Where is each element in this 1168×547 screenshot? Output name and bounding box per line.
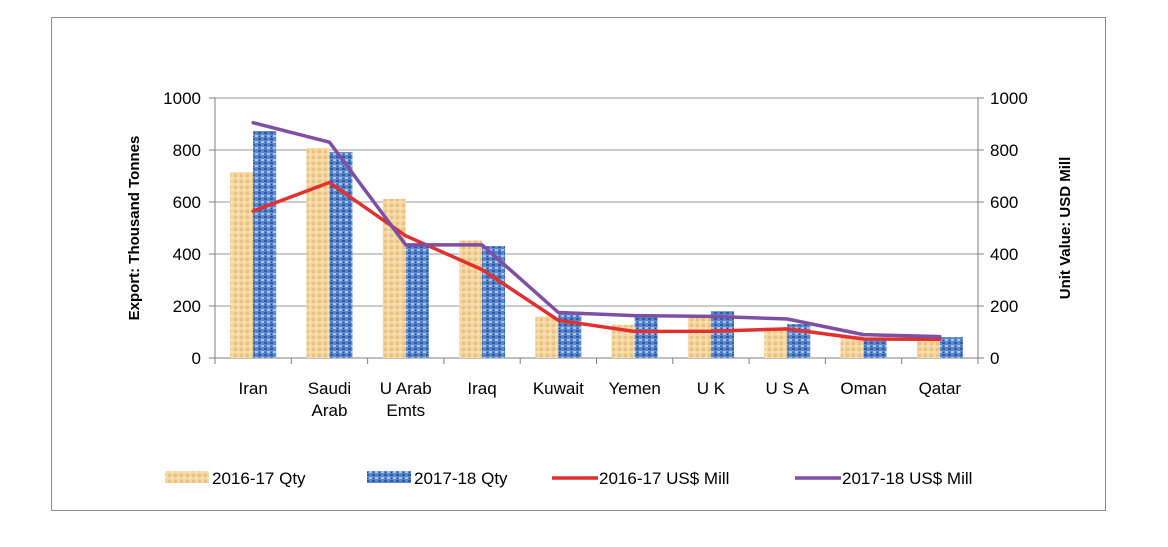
bar-2017-18-qty xyxy=(405,243,429,358)
x-tick-label: U S A xyxy=(766,379,810,398)
y2-tick-label: 600 xyxy=(990,193,1018,212)
bar-2016-17-qty xyxy=(687,316,711,358)
bar-2017-18-qty xyxy=(939,337,963,358)
bar-2016-17-qty xyxy=(535,316,559,358)
x-tick-label: Kuwait xyxy=(533,379,584,398)
y-tick-label: 0 xyxy=(192,349,201,368)
bar-2017-18-qty xyxy=(329,152,353,358)
x-tick-label: Emts xyxy=(386,401,425,420)
bar-2016-17-qty xyxy=(230,172,254,358)
x-tick-label: Saudi xyxy=(308,379,351,398)
bar-2017-18-qty xyxy=(253,131,277,358)
bar-2016-17-qty xyxy=(459,240,483,358)
bar-2016-17-qty xyxy=(840,335,864,358)
chart-frame xyxy=(51,17,1106,511)
legend: 2016-17 Qty 2017-18 Qty 2016-17 US$ Mill 20… xyxy=(165,469,972,488)
y-tick-label: 1000 xyxy=(163,89,201,108)
bar-2016-17-qty xyxy=(306,147,330,358)
bar-2016-17-qty xyxy=(764,329,788,358)
y2-tick-label: 200 xyxy=(990,297,1018,316)
legend-label: 2017-18 Qty xyxy=(414,469,508,488)
bar-2017-18-qty xyxy=(863,337,887,358)
legend-swatch xyxy=(165,471,209,483)
legend-label: 2017-18 US$ Mill xyxy=(842,469,972,488)
x-tick-label: Arab xyxy=(311,401,347,420)
x-tick-label: Oman xyxy=(840,379,886,398)
x-tick-label: Qatar xyxy=(919,379,962,398)
bar-2017-18-qty xyxy=(634,316,658,358)
x-tick-label: Iraq xyxy=(467,379,496,398)
y2-tick-label: 400 xyxy=(990,245,1018,264)
y2-tick-label: 1000 xyxy=(990,89,1028,108)
y2-tick-label: 0 xyxy=(990,349,999,368)
legend-label: 2016-17 US$ Mill xyxy=(599,469,729,488)
x-tick-label: Yemen xyxy=(608,379,660,398)
bars xyxy=(230,131,963,358)
bar-2016-17-qty xyxy=(611,324,635,358)
lines xyxy=(251,120,942,342)
line-2016-17-usd xyxy=(251,180,942,342)
y-tick-label: 600 xyxy=(173,193,201,212)
bar-2017-18-qty xyxy=(558,311,582,358)
x-tick-label: Iran xyxy=(239,379,268,398)
bar-2017-18-qty xyxy=(710,311,734,358)
legend-label: 2016-17 Qty xyxy=(212,469,306,488)
y-tick-label: 200 xyxy=(173,297,201,316)
legend-swatch xyxy=(367,471,411,483)
x-tick-label: U Arab xyxy=(380,379,432,398)
x-tick-label: U K xyxy=(697,379,726,398)
y2-axis-title: Unit Value: USD Mill xyxy=(1057,157,1074,300)
y-axis-title: Export: Thousand Tonnes xyxy=(126,136,143,321)
line-2017-18-usd xyxy=(251,120,942,339)
bar-2016-17-qty xyxy=(916,337,940,358)
y2-tick-label: 800 xyxy=(990,141,1018,160)
y-tick-label: 400 xyxy=(173,245,201,264)
tick-labels: 0 200 400 600 800 1000 0 200 400 600 800 1000 Iran Sa… xyxy=(163,89,1028,420)
y-tick-label: 800 xyxy=(173,141,201,160)
